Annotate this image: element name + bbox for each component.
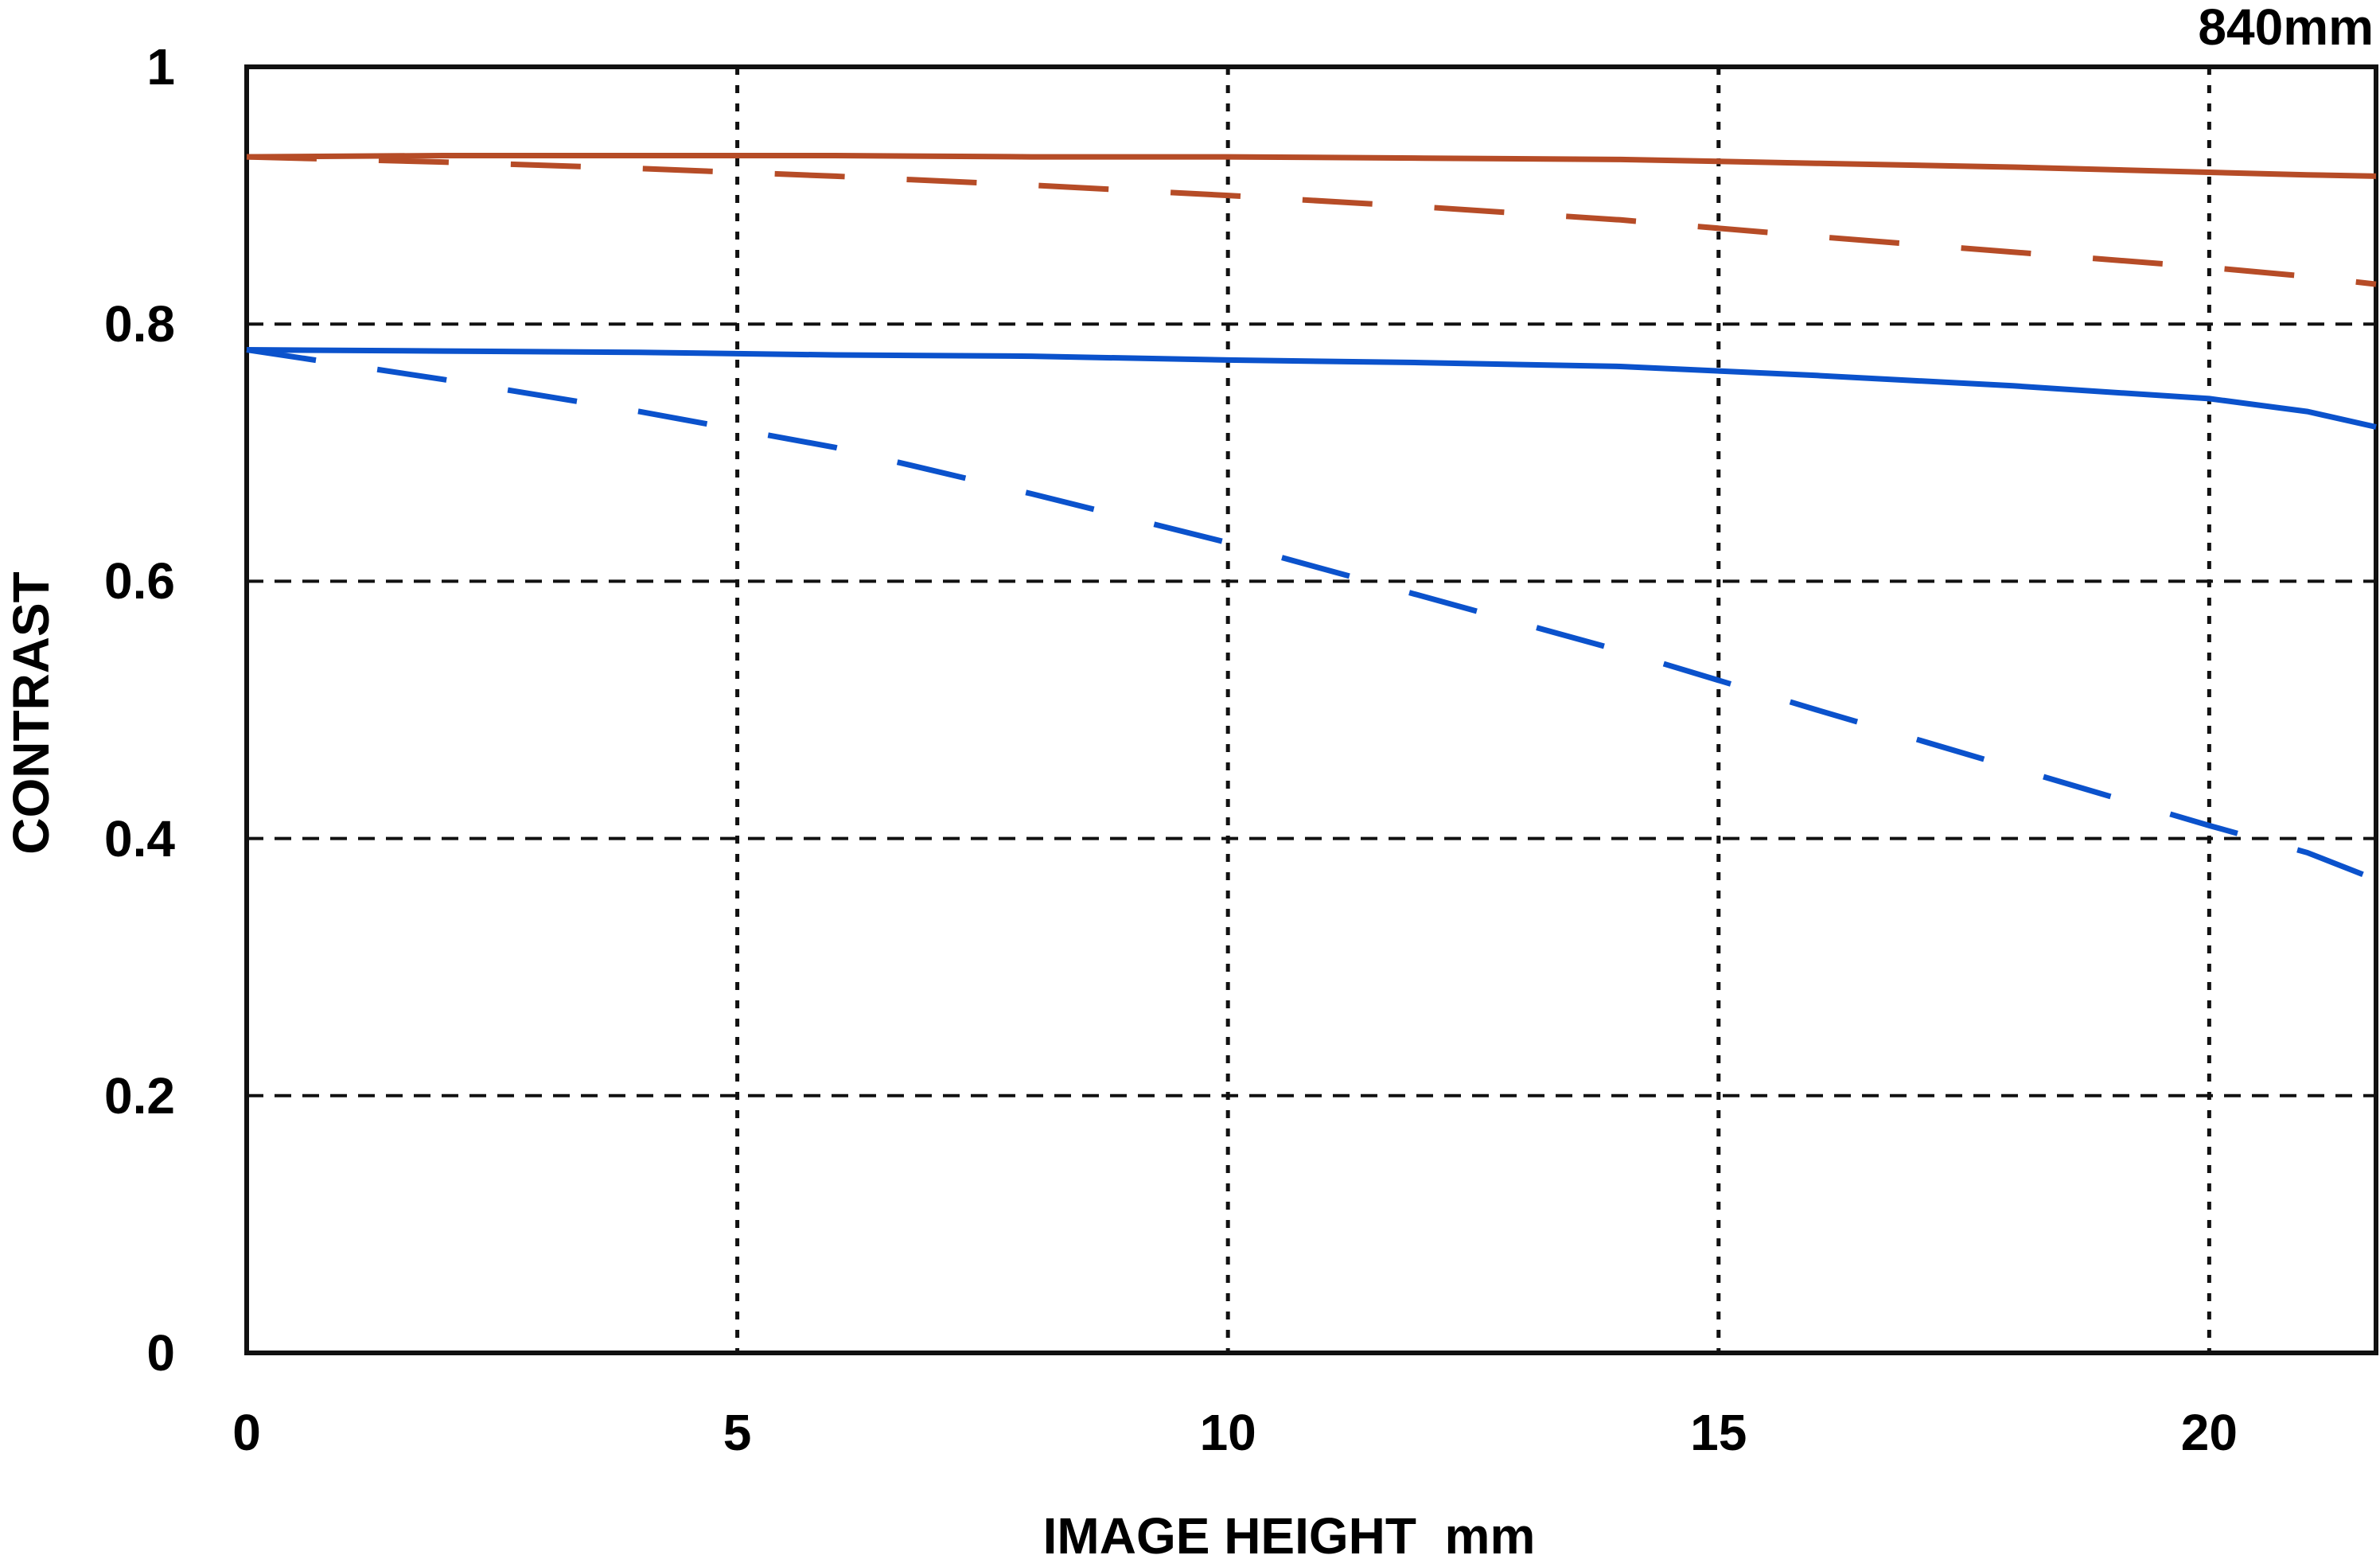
series-blue-solid <box>246 347 2377 430</box>
x-tick-10: 10 <box>1199 1404 1256 1461</box>
series-red-solid <box>246 153 2377 179</box>
y-tick-0.2: 0.2 <box>104 1066 175 1125</box>
x-tick-20: 20 <box>2180 1404 2238 1461</box>
y-tick-0.4: 0.4 <box>104 809 175 867</box>
y-tick-0.8: 0.8 <box>104 295 175 353</box>
plot-frame <box>244 64 2378 1355</box>
series-red-dashed <box>246 154 2377 287</box>
focal-length-label: 840mm <box>2198 0 2374 56</box>
y-tick-0.6: 0.6 <box>104 552 175 610</box>
y-tick-0: 0 <box>146 1324 175 1382</box>
x-tick-15: 15 <box>1690 1404 1747 1461</box>
x-tick-0: 0 <box>232 1404 261 1461</box>
series-blue-dashed <box>246 347 2378 883</box>
x-axis-title: IMAGE HEIGHT mm <box>1042 1507 1536 1563</box>
y-tick-1: 1 <box>146 38 175 95</box>
x-tick-5: 5 <box>723 1404 752 1461</box>
